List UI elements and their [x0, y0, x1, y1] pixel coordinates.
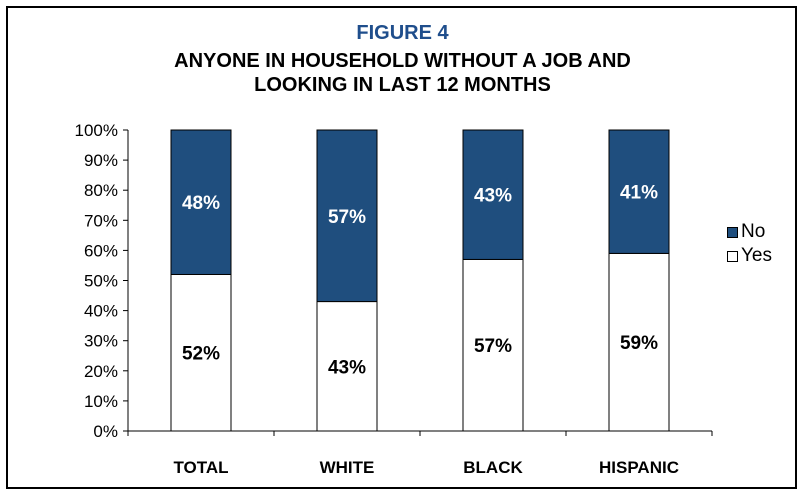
y-tick-label: 20%	[84, 362, 118, 381]
legend-item-no: No	[727, 220, 772, 244]
bar-no	[608, 129, 670, 254]
bar-no	[170, 129, 232, 275]
bar-no	[316, 129, 378, 303]
data-label-no: 57%	[328, 207, 366, 228]
bar-yes	[608, 252, 670, 432]
figure-label: FIGURE 4	[356, 22, 449, 44]
chart-legend: No Yes	[727, 220, 772, 268]
data-label-yes: 59%	[620, 333, 658, 354]
y-tick-label: 0%	[93, 422, 118, 441]
y-tick-label: 30%	[84, 332, 118, 351]
legend-item-yes: Yes	[727, 244, 772, 268]
data-label-yes: 52%	[182, 344, 220, 365]
bar-yes	[316, 301, 378, 432]
chart-title-line-2: LOOKING IN LAST 12 MONTHS	[254, 74, 551, 96]
data-label-no: 41%	[620, 183, 658, 204]
bar-yes	[462, 258, 524, 432]
data-label-no: 43%	[474, 186, 512, 207]
x-category-label: HISPANIC	[599, 458, 679, 477]
legend-swatch-no	[727, 226, 738, 238]
y-tick-label: 100%	[75, 121, 118, 140]
x-category-label: TOTAL	[173, 458, 228, 477]
data-label-no: 48%	[182, 193, 220, 214]
y-tick-label: 50%	[84, 272, 118, 291]
legend-label-yes: Yes	[741, 245, 772, 266]
y-tick-label: 10%	[84, 392, 118, 411]
legend-swatch-yes	[727, 250, 738, 262]
x-category-label: BLACK	[463, 458, 523, 477]
legend-label-no: No	[741, 221, 766, 242]
x-category-label: WHITE	[320, 458, 375, 477]
y-tick-label: 90%	[84, 151, 118, 170]
data-label-yes: 57%	[474, 336, 512, 357]
y-tick-label: 70%	[84, 211, 118, 230]
bar-yes	[170, 273, 232, 432]
y-tick-label: 40%	[84, 302, 118, 321]
y-tick-label: 60%	[84, 241, 118, 260]
data-label-yes: 43%	[328, 357, 366, 378]
bar-no	[462, 129, 524, 260]
chart-title-line-1: ANYONE IN HOUSEHOLD WITHOUT A JOB AND	[174, 50, 631, 72]
y-tick-label: 80%	[84, 181, 118, 200]
